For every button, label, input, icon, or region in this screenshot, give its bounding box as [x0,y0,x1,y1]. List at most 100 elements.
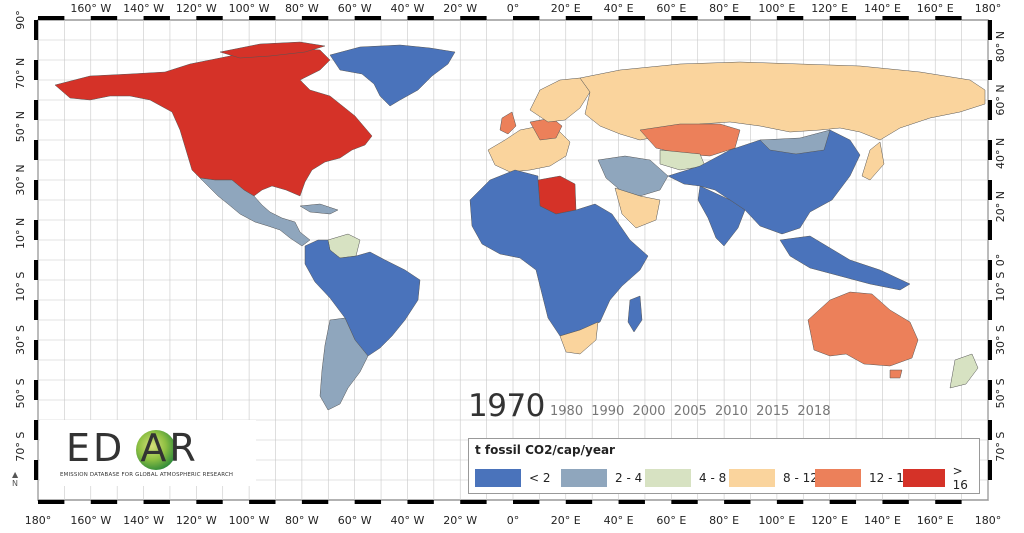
axis-tick-label: 100° E [758,2,795,15]
legend-label: < 2 [529,471,551,485]
frame-bar [301,16,329,20]
frame-bar [829,500,857,504]
frame-bar [618,500,645,504]
frame-bar [565,16,593,20]
axis-tick-label: 160° W [70,514,111,527]
frame-bar [988,100,992,120]
axis-tick-label: 120° W [176,514,217,527]
axis-tick-label: 40° E [604,2,634,15]
country-tasmania [889,369,903,379]
frame-bar [34,340,38,360]
frame-bar [724,16,751,20]
legend-item: 12 - 16 [815,469,912,487]
frame-bar [90,16,118,20]
frame-bar [988,340,992,360]
country-madagascar [627,295,643,333]
legend-title: t fossil CO2/cap/year [475,443,615,457]
frame-bar [618,16,645,20]
year-option[interactable]: 2010 [714,404,749,419]
frame-bar [776,500,804,504]
frame-bar [34,100,38,120]
axis-tick-label: 120° E [811,514,848,527]
axis-tick-label: 60° E [656,514,686,527]
axis-tick-label: 40° N [994,138,1007,169]
axis-tick-label: 10° N [14,218,27,249]
frame-bar [829,16,857,20]
legend: t fossil CO2/cap/year < 2 2 - 4 4 - 8 8 … [468,438,980,494]
legend-item: 8 - 12 [729,469,818,487]
axis-tick-label: 40° W [391,2,425,15]
legend-swatch [475,469,521,487]
frame-bar [354,16,382,20]
frame-bar [460,500,487,504]
legend-swatch [561,469,607,487]
frame-bar [988,20,992,40]
frame-bar [988,380,992,400]
frame-bar [988,420,992,440]
frame-bar [34,420,38,440]
country-india [697,185,746,247]
axis-tick-label: 160° E [917,514,954,527]
axis-tick-label: 180° [975,2,1002,15]
axis-tick-label: 50° S [14,378,27,408]
axis-tick-label: 60° W [338,514,372,527]
axis-tick-label: 160° E [917,2,954,15]
country-africa [469,169,649,337]
frame-bar [988,300,992,320]
country-caribbean [299,203,339,215]
frame-bar [882,16,909,20]
axis-tick-label: 140° W [123,2,164,15]
edgar-logo: ED AR EMISSION DATABASE FOR GLOBAL ATMOS… [40,420,256,486]
frame-bar [988,460,992,480]
country-japan [861,141,885,181]
frame-bar [513,500,540,504]
land-masses [54,41,986,411]
frame-bar [988,260,992,280]
legend-swatch [729,469,775,487]
year-option[interactable]: 1980 [550,404,584,419]
axis-tick-label: 120° W [176,2,217,15]
frame-bar [776,16,804,20]
current-year: 1970 [468,388,545,424]
country-greenland [329,44,456,107]
frame-bar [724,500,751,504]
axis-tick-label: 100° W [229,2,270,15]
frame-bar [34,300,38,320]
axis-tick-label: 80° N [994,31,1007,62]
axis-tick-label: 0° [507,2,520,15]
legend-swatch [903,469,945,487]
frame-bar [34,460,38,480]
country-saudi-arabia [614,187,661,229]
country-kazakhstan [639,123,741,157]
country-south-africa [559,321,599,355]
frame-bar [407,500,434,504]
axis-tick-label: 0° [507,514,520,527]
frame-bar [38,16,65,20]
frame-bar [34,220,38,240]
axis-tick-label: 10° S [994,272,1007,302]
legend-label: 4 - 8 [699,471,727,485]
frame-bar [90,500,118,504]
country-south-america [304,239,421,357]
frame-bar [513,16,540,20]
year-timeline: 1980 1990 2000 2005 2010 2015 2018 [550,404,835,419]
country-arctic-islands [219,41,326,59]
year-option[interactable]: 2018 [797,404,831,419]
country-australia [807,291,919,367]
frame-bar [249,16,276,20]
legend-label: 12 - 16 [869,471,912,485]
axis-tick-label: 160° W [70,2,111,15]
axis-tick-label: 140° E [864,2,901,15]
country-new-zealand [949,353,979,389]
year-option[interactable]: 1990 [591,404,625,419]
year-option[interactable]: 2005 [673,404,707,419]
year-option[interactable]: 2000 [632,404,666,419]
frame-bar [565,500,593,504]
axis-tick-label: 100° W [229,514,270,527]
axis-tick-label: 140° W [123,514,164,527]
frame-bar [196,500,223,504]
frame-bar [671,16,698,20]
year-option[interactable]: 2015 [756,404,790,419]
legend-swatch [645,469,691,487]
